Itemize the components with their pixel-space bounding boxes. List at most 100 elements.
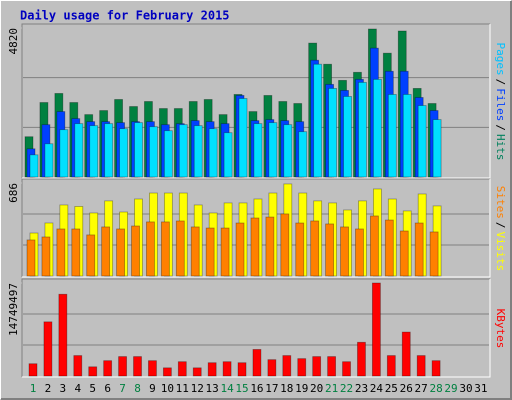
x-tick-label: 14 (220, 382, 234, 395)
bar (295, 222, 305, 277)
x-tick-label: 21 (325, 382, 338, 395)
bar (73, 355, 83, 377)
frame-light (22, 279, 491, 378)
bar (253, 123, 263, 178)
legend-entry: Files (494, 88, 507, 121)
legend-separator: / (494, 79, 507, 86)
bar (119, 128, 128, 178)
bar (43, 321, 53, 377)
x-tick-label: 29 (444, 382, 457, 395)
legend-entry: Visits (494, 232, 507, 272)
bar (238, 98, 248, 178)
bar (101, 226, 111, 277)
bar (133, 356, 142, 377)
bar (371, 282, 381, 377)
x-tick-label: 22 (340, 382, 353, 395)
bar (74, 123, 84, 178)
bar (250, 217, 260, 277)
bar (205, 227, 215, 277)
x-tick-label: 8 (134, 382, 141, 395)
x-tick-label: 1 (30, 382, 37, 395)
bar (267, 359, 277, 377)
bar (134, 122, 143, 178)
bar (177, 361, 187, 377)
x-tick-label: 6 (104, 382, 111, 395)
bar (312, 356, 322, 377)
x-tick-label: 28 (429, 382, 442, 395)
bar (103, 360, 113, 377)
legend-entry: Pages (494, 43, 507, 76)
x-tick-label: 17 (265, 382, 278, 395)
frame-light (22, 24, 491, 179)
chart-title: Daily usage for February 2015 (20, 9, 230, 23)
bar (401, 331, 411, 377)
bar (429, 231, 439, 277)
frame-dark (21, 278, 490, 377)
bar (355, 228, 364, 277)
frame-dark (21, 23, 490, 178)
x-tick-label: 27 (415, 382, 428, 395)
bar (29, 154, 39, 178)
bar (104, 123, 114, 178)
legend-separator: / (494, 124, 507, 131)
bar (237, 362, 247, 377)
bar (162, 367, 172, 377)
legend: Sites / Visits (494, 186, 507, 272)
bar (118, 356, 127, 377)
bar (26, 239, 36, 277)
bar (313, 63, 323, 178)
bar (342, 361, 351, 377)
legend-entry: KBytes (494, 309, 507, 349)
bar (384, 219, 394, 277)
bar (56, 228, 66, 277)
bar (59, 129, 69, 178)
bar (175, 220, 185, 277)
x-tick-label: 11 (176, 382, 189, 395)
bar (298, 131, 308, 178)
legend-separator: / (494, 222, 507, 229)
legend-entry: Hits (494, 134, 507, 161)
bar (343, 96, 352, 178)
bar (235, 222, 245, 277)
bar (280, 213, 290, 277)
bar (208, 128, 218, 178)
x-tick-label: 24 (370, 382, 384, 395)
bar (160, 221, 170, 277)
bar (416, 355, 426, 377)
frame-dark (21, 178, 490, 277)
x-tick-label: 15 (235, 382, 248, 395)
x-tick-label: 7 (119, 382, 126, 395)
bar (88, 366, 98, 377)
bar (399, 230, 409, 277)
bar (149, 126, 158, 178)
bar (282, 355, 292, 377)
bar (310, 220, 320, 277)
bar (178, 124, 188, 178)
x-tick-label: 30 (459, 382, 472, 395)
bar (432, 119, 442, 178)
x-tick-label: 25 (385, 382, 398, 395)
bar (192, 367, 202, 377)
bar (163, 130, 173, 178)
bar (297, 358, 307, 377)
bar (325, 223, 335, 277)
bar (207, 362, 217, 377)
bar (222, 361, 232, 377)
y-tick-label: 4820 (7, 28, 20, 55)
x-tick-label: 13 (206, 382, 219, 395)
bar (328, 88, 338, 178)
x-tick-label: 5 (89, 382, 96, 395)
bar (223, 132, 233, 178)
bar (220, 227, 230, 277)
legend-entry: Sites (494, 186, 507, 219)
bar (283, 124, 293, 178)
bar (327, 356, 337, 377)
bar (71, 228, 81, 277)
x-tick-label: 18 (280, 382, 293, 395)
bar (193, 125, 203, 178)
bar (190, 226, 200, 277)
bar (89, 125, 99, 178)
bar (148, 360, 157, 377)
